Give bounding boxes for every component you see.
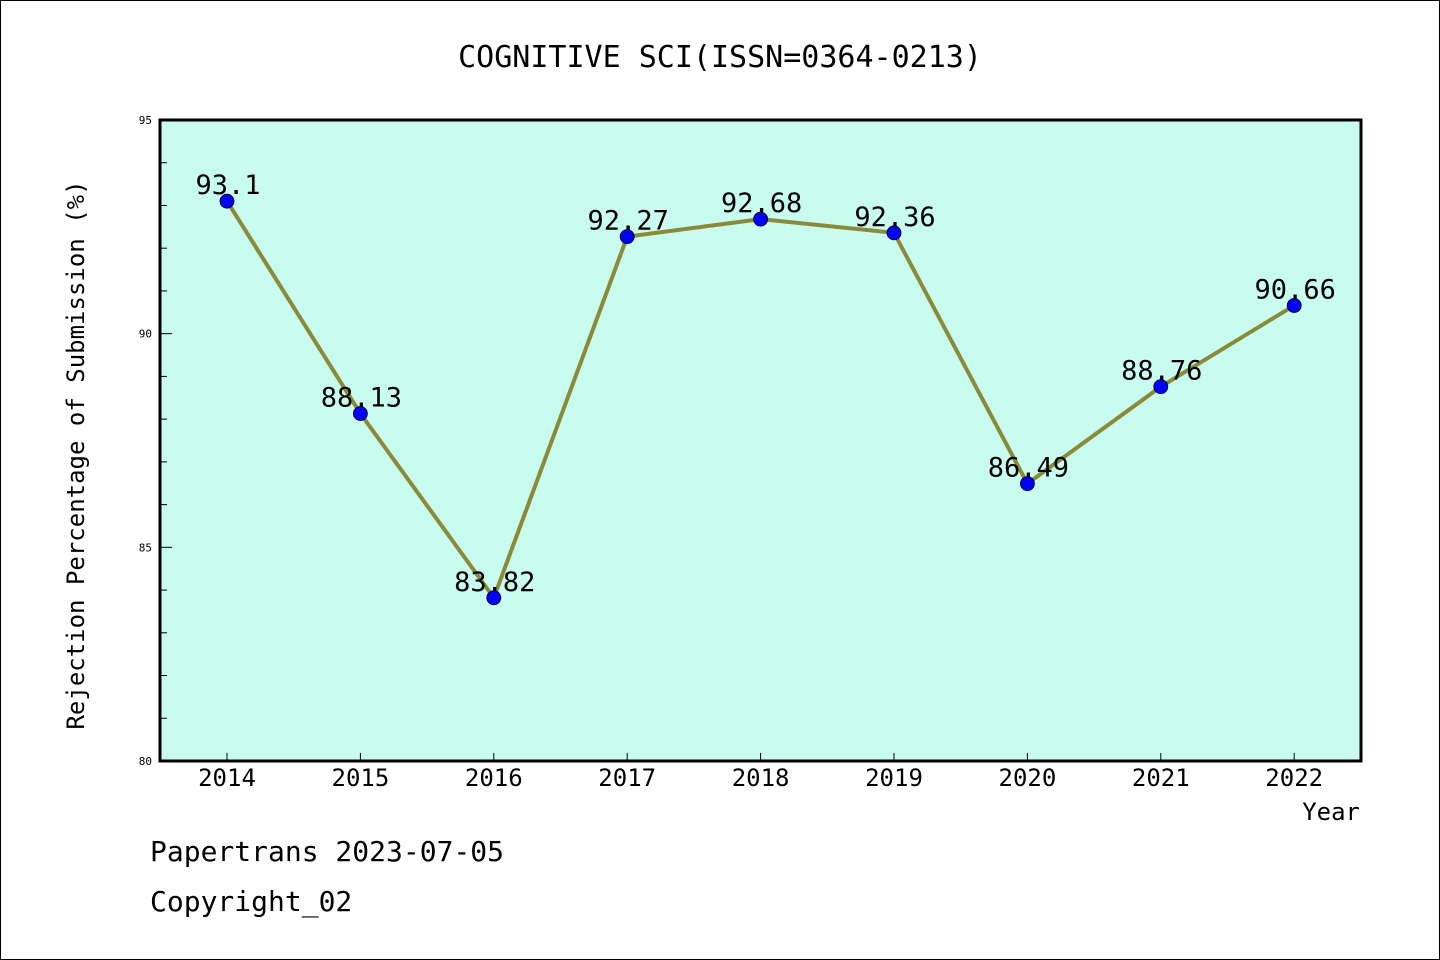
data-point (219, 193, 235, 209)
footer-copyright: Copyright_02 (150, 885, 353, 918)
series-line-group (219, 193, 1302, 606)
y-tick-label: 90 (139, 328, 152, 341)
data-point (352, 406, 368, 421)
data-label: 86.49 (988, 453, 1069, 484)
data-labels: 93.1 88.13 83.82 92.27 92.68 92.36 86.49 88.76 9… (195, 170, 1335, 598)
x-tick-label: 2022 (1265, 764, 1323, 792)
x-axis-label: Year (1302, 798, 1360, 826)
data-point (486, 590, 502, 606)
data-point (753, 211, 768, 227)
y-tick-label: 80 (139, 755, 152, 768)
x-tick-label: 2015 (332, 764, 390, 792)
footer-date: Papertrans 2023-07-05 (150, 835, 505, 868)
data-point (1020, 476, 1035, 492)
y-tick-label: 95 (139, 114, 152, 127)
x-axis: 2014 2015 2016 2017 2018 2019 2020 2021 2022 (198, 753, 1323, 792)
x-tick-label: 2021 (1132, 764, 1190, 792)
data-point (1286, 298, 1302, 313)
data-label: 92.36 (854, 202, 935, 233)
data-label: 92.27 (588, 206, 669, 237)
x-tick-label: 2018 (732, 764, 790, 792)
data-point (886, 225, 902, 241)
data-label: 93.1 (195, 170, 260, 201)
data-label: 88.13 (321, 383, 402, 414)
x-tick-label: 2014 (198, 764, 256, 792)
data-label: 83.82 (454, 567, 535, 598)
plot-area (160, 120, 1361, 761)
data-label: 88.76 (1121, 356, 1202, 387)
data-point (619, 229, 635, 245)
plot-border (158, 118, 1363, 763)
x-tick-label: 2020 (999, 764, 1057, 792)
x-tick-label: 2019 (865, 764, 923, 792)
chart-title: COGNITIVE SCI(ISSN=0364-0213) (458, 40, 982, 75)
data-label: 92.68 (721, 188, 802, 219)
data-label: 90.66 (1255, 274, 1336, 305)
x-tick-label: 2017 (598, 764, 656, 792)
y-tick-label: 85 (139, 541, 152, 554)
y-axis-label: Rejection Percentage of Submission (%) (62, 180, 90, 729)
x-tick-label: 2016 (465, 764, 523, 792)
data-point (1153, 379, 1169, 395)
